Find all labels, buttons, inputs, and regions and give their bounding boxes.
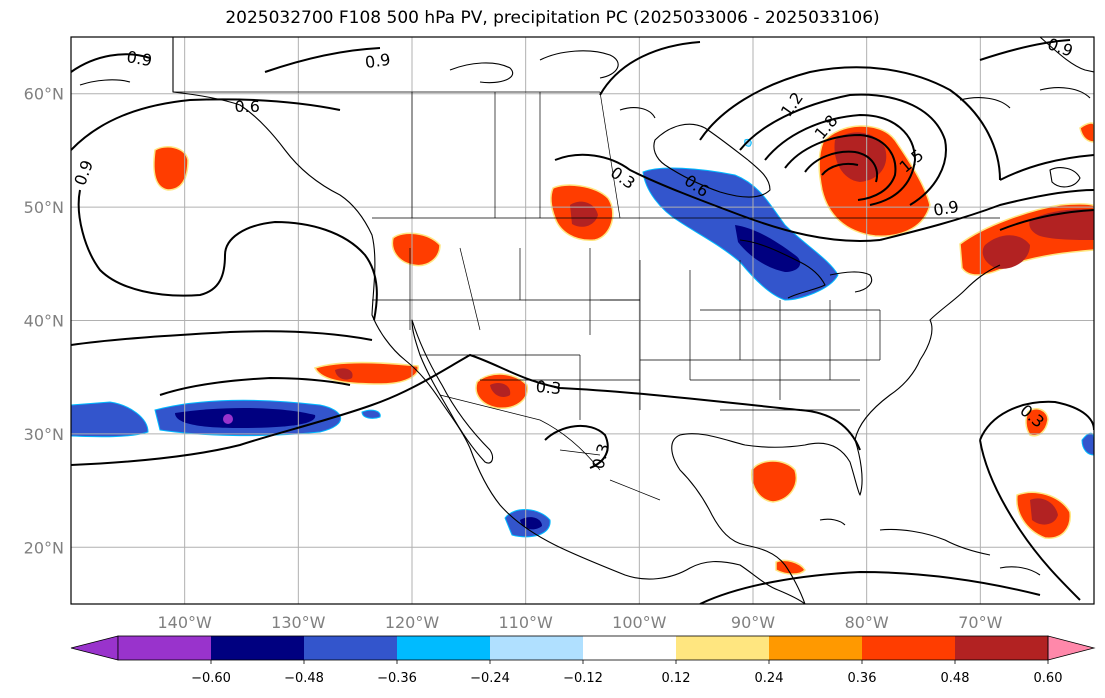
- precip-anomaly-fills: [71, 122, 1094, 575]
- pv-contours: [71, 39, 1094, 604]
- arctic-islands: [79, 50, 1091, 119]
- great-lakes: [739, 239, 873, 299]
- pv-contour: [71, 330, 373, 346]
- longitude-tick-label: 130°W: [271, 613, 326, 632]
- graticule: [71, 37, 1094, 604]
- contour-label: 0.9: [70, 158, 97, 188]
- colorbar-tick-label: −0.12: [563, 671, 603, 686]
- colorbar-bin: [490, 636, 584, 660]
- contour-label: 0.9: [364, 50, 392, 72]
- greenland-edge: [1039, 37, 1094, 73]
- longitude-tick-label: 80°W: [845, 613, 889, 632]
- negative-anomaly-core: [175, 407, 316, 428]
- contour-label: 0.3: [588, 442, 613, 472]
- longitude-tick-label: 90°W: [731, 613, 775, 632]
- newfoundland: [1049, 167, 1081, 188]
- longitude-tick-labels: 140°W 130°W 120°W 110°W 100°W 90°W 80°W 70°W: [157, 613, 1002, 632]
- contour-label: 0.9: [125, 47, 153, 70]
- map-frame: [70, 36, 1095, 605]
- positive-anomaly-regions: [153, 122, 1094, 575]
- latitude-tick-label: 60°N: [24, 85, 64, 104]
- pv-contour: [999, 154, 1094, 181]
- colorbar-under-arrow: [70, 635, 119, 661]
- pv-contour: [979, 400, 1094, 601]
- colorbar-bins: [118, 636, 1049, 660]
- colorbar-bin: [211, 636, 305, 660]
- colorbar-bin: [397, 636, 491, 660]
- pv-contour: [784, 133, 897, 201]
- colorbar-bin: [304, 636, 398, 660]
- north-america-coastline: [172, 37, 806, 604]
- colorbar-tick-label: −0.48: [284, 671, 324, 686]
- longitude-tick-label: 70°W: [958, 613, 1002, 632]
- latitude-tick-labels: 20°N 30°N 40°N 50°N 60°N: [24, 85, 64, 558]
- pv-contour: [71, 353, 861, 466]
- latitude-tick-label: 40°N: [24, 312, 64, 331]
- negative-anomaly-core: [223, 414, 233, 424]
- negative-anomaly-region: [71, 401, 149, 438]
- latitude-tick-label: 20°N: [24, 538, 64, 557]
- colorbar-bin: [676, 636, 770, 660]
- pv-contour: [979, 39, 1071, 61]
- pv-contour: [739, 93, 947, 206]
- pv-contour: [71, 53, 151, 73]
- pv-contour: [159, 376, 351, 396]
- colorbar-tick-label: 0.36: [848, 671, 877, 686]
- canada-province-borders: [173, 91, 621, 219]
- negative-anomaly-core: [735, 225, 801, 272]
- contour-label: 0.6: [234, 97, 259, 116]
- us-state-borders: [372, 217, 1000, 420]
- gulf-coast: [671, 264, 1001, 604]
- colorbar-tick-label: −0.24: [470, 671, 510, 686]
- colorbar-labels: −0.60 −0.48 −0.36 −0.24 −0.12 0.12 0.24 0.36 0.4…: [191, 660, 1062, 686]
- caribbean-islands: [819, 518, 1041, 576]
- colorbar-tick-label: −0.60: [191, 671, 231, 686]
- negative-anomaly-region: [1081, 432, 1094, 456]
- map-title: 2025032700 F108 500 hPa PV, precipitatio…: [225, 8, 880, 28]
- pv-contour: [804, 150, 878, 183]
- latitude-tick-label: 50°N: [24, 198, 64, 217]
- pv-contour: [264, 47, 381, 73]
- contour-label: 0.3: [535, 377, 562, 398]
- pv-contour: [999, 209, 1094, 231]
- longitude-tick-label: 140°W: [157, 613, 212, 632]
- colorbar-bin: [118, 636, 212, 660]
- pv-contour: [821, 162, 859, 176]
- colorbar-tick-label: 0.48: [941, 671, 970, 686]
- pv-contour: [554, 153, 881, 242]
- pv-contour: [77, 189, 378, 321]
- longitude-tick-label: 120°W: [385, 613, 440, 632]
- pv-contour: [699, 570, 1041, 604]
- pv-contour: [764, 113, 917, 206]
- latitude-tick-label: 30°N: [24, 425, 64, 444]
- longitude-tick-label: 110°W: [498, 613, 553, 632]
- mexico-borders: [439, 394, 661, 501]
- colorbar-bin: [955, 636, 1049, 660]
- longitude-tick-label: 100°W: [612, 613, 667, 632]
- colorbar-tick-label: 0.12: [662, 671, 691, 686]
- negative-anomaly-region: [361, 409, 381, 419]
- colorbar: −0.60 −0.48 −0.36 −0.24 −0.12 0.12 0.24 0.36 0.4…: [70, 635, 1096, 686]
- colorbar-bin: [583, 636, 677, 660]
- coastlines-and-borders: [79, 37, 1094, 604]
- pv-contour: [71, 98, 341, 151]
- colorbar-over-arrow: [1047, 635, 1096, 661]
- colorbar-tick-label: 0.60: [1034, 671, 1063, 686]
- colorbar-tick-label: 0.24: [755, 671, 784, 686]
- hudson-bay: [653, 123, 771, 198]
- contour-label: 0.9: [932, 197, 960, 220]
- pv-contour: [599, 41, 701, 96]
- contour-label: 0.9: [1045, 34, 1075, 61]
- colorbar-tick-label: −0.36: [377, 671, 417, 686]
- pv-contour: [699, 66, 1001, 181]
- pv-contour: [544, 424, 609, 469]
- colorbar-bin: [862, 636, 956, 660]
- colorbar-bin: [769, 636, 863, 660]
- pv-contour: [879, 189, 1094, 241]
